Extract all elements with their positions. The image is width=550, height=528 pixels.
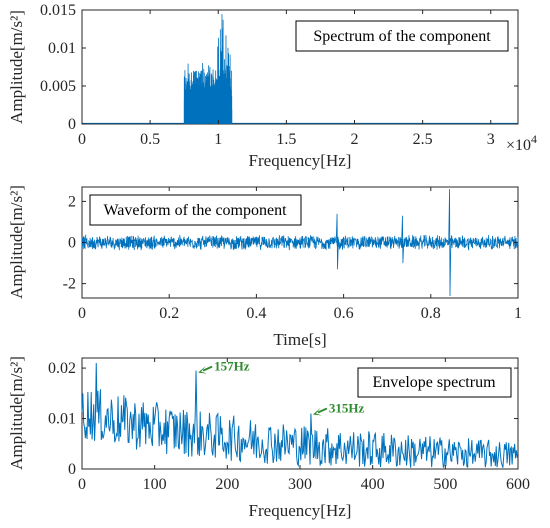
envelope-x-tick-label: 400 xyxy=(361,476,385,493)
spectrum-x-tick-label: 1.5 xyxy=(276,131,296,148)
envelope-x-tick-label: 300 xyxy=(288,476,312,493)
spectrum-x-tick-label: 3 xyxy=(487,131,495,148)
spectrum-y-tick-label: 0.01 xyxy=(48,40,76,57)
envelope-x-tick-label: 100 xyxy=(143,476,167,493)
waveform-x-tick-label: 0 xyxy=(78,305,86,322)
envelope-series-line xyxy=(81,363,519,468)
envelope-title: Envelope spectrum xyxy=(372,374,496,391)
waveform-panel: 0 0.2 0.4 0.6 0.8 1 -202 Time[s] Amplitude[m/… xyxy=(7,185,522,349)
envelope-panel: 0 100 200 300 400 500 600 0 0.01 0.02 Frequency[… xyxy=(7,356,530,520)
envelope-title-box xyxy=(357,367,512,398)
annotation-arrow-head xyxy=(198,365,208,374)
spectrum-x-tick-label: 2.5 xyxy=(413,131,433,148)
spectrum-y-axis-label: Amplitude[m/s²] xyxy=(7,10,26,124)
annotation-label: 157Hz xyxy=(214,359,250,374)
waveform-x-tick-label: 0.8 xyxy=(421,305,441,322)
annotation-label: 315Hz xyxy=(329,400,365,415)
envelope-y-tick-label: 0 xyxy=(68,461,76,478)
waveform-title: Waveform of the component xyxy=(103,202,287,219)
spectrum-x-tick-label: 0 xyxy=(78,131,86,148)
waveform-x-tick-label: 0.2 xyxy=(159,305,179,322)
waveform-series-line xyxy=(81,189,519,296)
envelope-y-ticks: 0 0.01 0.02 xyxy=(48,360,518,478)
spectrum-y-tick-label: 0 xyxy=(68,116,76,133)
spectrum-y-tick-label: 0.015 xyxy=(40,2,76,19)
waveform-x-axis-label: Time[s] xyxy=(273,330,326,349)
envelope-y-tick-label: 0.01 xyxy=(48,411,76,428)
waveform-y-tick-label: 2 xyxy=(68,193,76,210)
waveform-y-axis-label: Amplitude[m/s²] xyxy=(7,185,26,299)
spectrum-x-tick-label: 0.5 xyxy=(140,131,160,148)
spectrum-title: Spectrum of the component xyxy=(313,28,491,45)
envelope-x-tick-label: 500 xyxy=(433,476,457,493)
waveform-y-ticks: -2 0 2 xyxy=(63,193,518,293)
envelope-x-tick-label: 0 xyxy=(78,476,86,493)
spectrum-x-exponent: ×104 xyxy=(506,132,537,154)
envelope-x-axis-label: Frequency[Hz] xyxy=(249,501,352,520)
annotation-arrow-shaft xyxy=(202,365,213,372)
waveform-y-tick-label: -2 xyxy=(63,276,76,293)
envelope-x-tick-label: 200 xyxy=(215,476,239,493)
spectrum-y-ticks: 0 0.005 0.01 0.015 xyxy=(40,2,518,133)
waveform-title-box xyxy=(89,194,302,226)
spectrum-x-tick-label: 1 xyxy=(214,131,222,148)
annotation-arrow-shaft xyxy=(317,407,328,414)
spectrum-x-tick-label: 2 xyxy=(351,131,359,148)
spectrum-panel: 0 0.5 1 1.5 2 2.5 3 0 0.005 0.01 0.015 ×104 Frequ… xyxy=(7,2,537,170)
envelope-y-axis-label: Amplitude[m/s²] xyxy=(7,356,26,470)
envelope-x-tick-label: 600 xyxy=(506,476,530,493)
waveform-y-tick-label: 0 xyxy=(68,235,76,252)
spectrum-title-box xyxy=(295,20,509,52)
spectrum-x-axis-label: Frequency[Hz] xyxy=(249,151,352,170)
spectrum-series-line xyxy=(82,14,518,125)
waveform-x-tick-label: 1 xyxy=(514,305,522,322)
envelope-y-tick-label: 0.02 xyxy=(48,360,76,377)
annotation-arrow-head xyxy=(312,407,322,416)
waveform-x-tick-label: 0.4 xyxy=(246,305,266,322)
envelope-annotations: 157Hz 315Hz xyxy=(198,359,365,416)
waveform-x-tick-label: 0.6 xyxy=(334,305,354,322)
spectrum-y-tick-label: 0.005 xyxy=(40,78,76,95)
envelope-x-ticks: 0 100 200 300 400 500 600 xyxy=(78,358,530,493)
spectrum-x-ticks: 0 0.5 1 1.5 2 2.5 3 xyxy=(78,10,495,148)
waveform-x-ticks: 0 0.2 0.4 0.6 0.8 1 xyxy=(78,187,522,322)
